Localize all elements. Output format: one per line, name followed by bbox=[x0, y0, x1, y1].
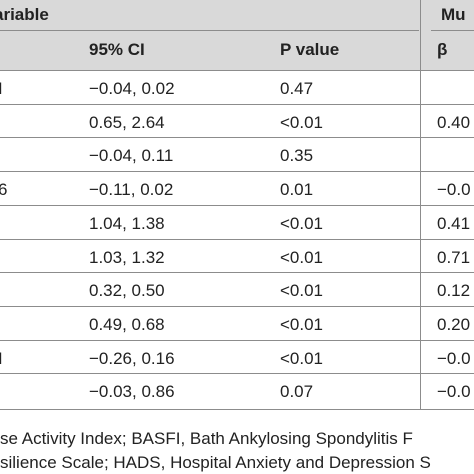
beta-cell: −0.0 bbox=[437, 382, 471, 402]
ci-cell: −0.04, 0.02 bbox=[89, 79, 175, 98]
p-value-cell: <0.01 bbox=[280, 281, 324, 301]
beta-cell: −0.0 bbox=[437, 348, 471, 368]
beta-cell: 0.71 bbox=[437, 247, 471, 267]
row-divider bbox=[0, 340, 474, 341]
beta-cell: 0.12 bbox=[437, 281, 471, 301]
table-row: −0.04, 0.11 0.35 bbox=[0, 139, 474, 174]
p-value-cell: <0.01 bbox=[280, 348, 324, 368]
beta-cell: 0.41 bbox=[437, 213, 471, 233]
ci-cell: −0.26, 0.16 bbox=[89, 348, 175, 368]
table-row: 0.32, 0.50 <0.01 0.12 bbox=[0, 274, 474, 309]
header-group-left: ariable bbox=[0, 5, 49, 24]
p-value-cell: <0.01 bbox=[280, 314, 324, 334]
ci-cell: 1.03, 1.32 bbox=[89, 247, 165, 267]
beta-cell: 0.20 bbox=[437, 314, 471, 334]
table-row: I −0.26, 0.16 <0.01 −0.0 bbox=[0, 342, 474, 377]
beta-cell: −0.0 bbox=[437, 180, 471, 200]
table-row: 0.49, 0.68 <0.01 0.20 bbox=[0, 308, 474, 343]
table-bottom-rule bbox=[0, 409, 474, 410]
footnote-line-1: se Activity Index; BASFI, Bath Ankylosin… bbox=[0, 429, 413, 448]
row-label-cell: I bbox=[0, 348, 3, 368]
table-header-band bbox=[0, 0, 474, 70]
row-divider bbox=[0, 137, 474, 138]
row-divider bbox=[0, 272, 474, 273]
table-row: 1.03, 1.32 <0.01 0.71 bbox=[0, 241, 474, 276]
row-divider bbox=[0, 104, 474, 105]
p-value-cell: <0.01 bbox=[280, 112, 324, 132]
header-group-rule-right bbox=[431, 30, 474, 31]
p-value-cell: <0.01 bbox=[280, 213, 324, 233]
row-divider bbox=[0, 171, 474, 172]
row-divider bbox=[0, 239, 474, 240]
ci-cell: −0.11, 0.02 bbox=[89, 180, 174, 200]
row-divider bbox=[0, 205, 474, 206]
header-group-rule-left bbox=[0, 30, 419, 31]
beta-cell: 0.40 bbox=[437, 112, 471, 132]
table-row: 0.65, 2.64 <0.01 0.40 bbox=[0, 106, 474, 141]
header-col-beta: β bbox=[437, 40, 448, 59]
ci-cell: 0.49, 0.68 bbox=[89, 314, 165, 334]
table-row: 6 −0.11, 0.02 0.01 −0.0 bbox=[0, 173, 474, 208]
row-label-cell: I bbox=[0, 79, 3, 98]
p-value-cell: 0.47 bbox=[280, 79, 314, 98]
ci-cell: 0.65, 2.64 bbox=[89, 112, 165, 132]
row-label-cell: 6 bbox=[0, 180, 8, 200]
header-col-p: P value bbox=[280, 40, 340, 59]
table-row: 1.04, 1.38 <0.01 0.41 bbox=[0, 207, 474, 242]
header-bottom-rule bbox=[0, 70, 474, 71]
column-group-divider bbox=[420, 0, 421, 409]
p-value-cell: 0.07 bbox=[280, 382, 314, 402]
p-value-cell: <0.01 bbox=[280, 247, 324, 267]
ci-cell: −0.03, 0.86 bbox=[89, 382, 175, 402]
row-divider bbox=[0, 306, 474, 307]
ci-cell: 0.32, 0.50 bbox=[89, 281, 165, 301]
header-group-right: Mu bbox=[441, 5, 466, 24]
p-value-cell: 0.35 bbox=[280, 146, 314, 166]
table-row: −0.03, 0.86 0.07 −0.0 bbox=[0, 375, 474, 410]
header-col-ci: 95% CI bbox=[89, 40, 145, 59]
footnote-line-2: silience Scale; HADS, Hospital Anxiety a… bbox=[0, 453, 431, 472]
ci-cell: −0.04, 0.11 bbox=[89, 146, 174, 166]
row-divider bbox=[0, 373, 474, 374]
table-row: I −0.04, 0.02 0.47 bbox=[0, 72, 474, 107]
ci-cell: 1.04, 1.38 bbox=[89, 213, 165, 233]
p-value-cell: 0.01 bbox=[280, 180, 314, 200]
